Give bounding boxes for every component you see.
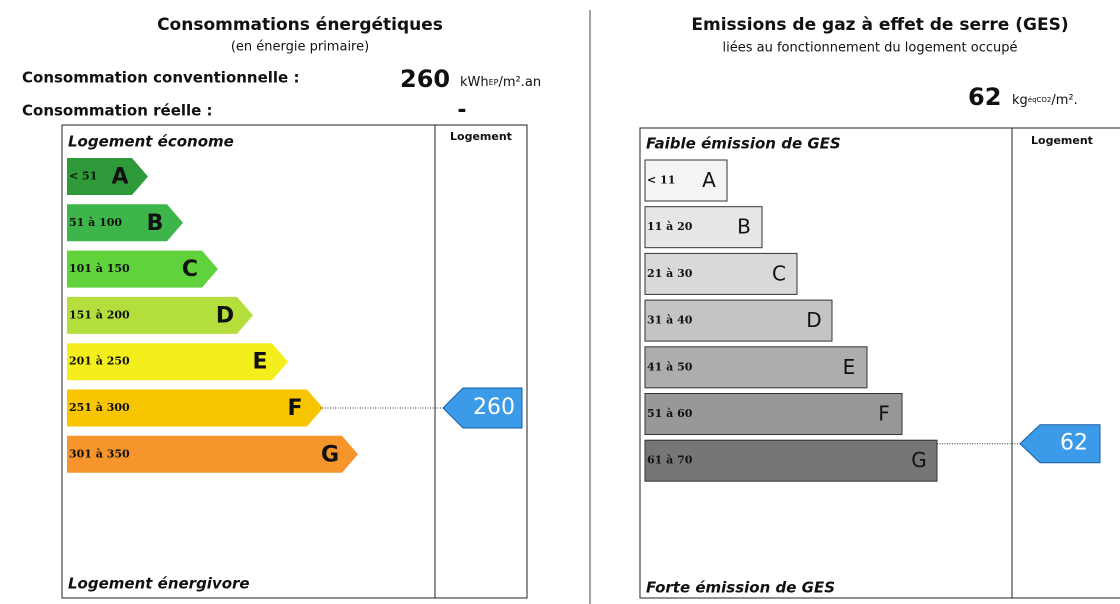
energy-class-bar: [67, 158, 148, 195]
ges-unit: kgéqCO2/m².: [1012, 93, 1078, 108]
energy-rating: 260: [473, 395, 515, 420]
ges-class-letter: F: [878, 402, 890, 426]
ges-class-bar: [644, 299, 833, 342]
energy-class-bar: [67, 389, 323, 427]
ges-class-bar: [644, 346, 868, 389]
energy-class-bar: [67, 250, 218, 288]
energy-frame: [61, 124, 528, 599]
energy-class-bar: [67, 435, 358, 473]
ges-class-letter: C: [772, 261, 786, 285]
energy-class-bar: [67, 296, 253, 334]
energy-class-bar: [67, 204, 183, 242]
energy-class-range: 201 à 250: [69, 355, 130, 368]
ges-class-range: 61 à 70: [647, 454, 693, 467]
conventional-label: Consommation conventionnelle :: [22, 69, 299, 87]
ges-top-label: Faible émission de GES: [646, 135, 841, 153]
ges-class-bar: [644, 159, 728, 202]
energy-title: Consommations énergétiques: [157, 15, 443, 35]
energy-class-letter: C: [182, 257, 198, 282]
energy-class-range: 301 à 350: [69, 447, 130, 460]
ges-class-bar: [644, 206, 763, 249]
energy-column-header: Logement: [450, 130, 512, 143]
energy-class-range: 101 à 150: [69, 262, 130, 275]
ges-rating-arrow: [1019, 424, 1101, 464]
energy-class-letter: B: [147, 211, 164, 236]
energy-class-range: 251 à 300: [69, 401, 130, 414]
ges-class-bar: [644, 439, 938, 482]
conventional-value: 260: [400, 65, 450, 93]
ges-rating: 62: [1060, 431, 1088, 456]
energy-class-range: 51 à 100: [69, 216, 122, 229]
energy-rating-arrow: [442, 387, 523, 429]
ges-class-letter: D: [806, 308, 821, 332]
ges-class-range: 21 à 30: [647, 267, 693, 280]
ges-class-letter: E: [843, 355, 856, 379]
ges-subtitle: liées au fonctionnement du logement occu…: [723, 41, 1018, 56]
ges-frame: [639, 127, 1120, 599]
energy-subtitle: (en énergie primaire): [231, 40, 369, 55]
energy-class-letter: F: [287, 396, 302, 421]
energy-class-letter: D: [216, 303, 234, 328]
ges-class-bar: [644, 393, 903, 435]
ges-class-letter: G: [911, 448, 927, 472]
ges-class-bar: [644, 252, 798, 295]
energy-class-range: 151 à 200: [69, 308, 130, 321]
ges-class-range: 51 à 60: [647, 407, 693, 420]
energy-class-bar: [67, 343, 288, 381]
energy-class-letter: G: [321, 442, 339, 467]
energy-class-letter: A: [111, 165, 128, 190]
ges-class-letter: A: [702, 168, 716, 192]
energy-class-letter: E: [252, 350, 267, 375]
ges-class-range: 11 à 20: [647, 220, 693, 233]
ges-title: Emissions de gaz à effet de serre (GES): [691, 15, 1068, 35]
ges-value: 62: [968, 83, 1001, 111]
ges-class-range: 41 à 50: [647, 360, 693, 373]
ges-column-header: Logement: [1031, 134, 1093, 147]
real-value: -: [457, 98, 466, 123]
energy-unit: kWhEP/m².an: [460, 75, 541, 90]
ges-bottom-label: Forte émission de GES: [646, 579, 835, 597]
energy-top-label: Logement économe: [68, 133, 234, 151]
ges-class-range: < 11: [647, 174, 675, 187]
energy-class-range: < 51: [69, 170, 97, 183]
energy-bottom-label: Logement énergivore: [68, 575, 250, 593]
ges-class-range: 31 à 40: [647, 314, 693, 327]
real-label: Consommation réelle :: [22, 102, 213, 120]
ges-class-letter: B: [737, 215, 751, 239]
